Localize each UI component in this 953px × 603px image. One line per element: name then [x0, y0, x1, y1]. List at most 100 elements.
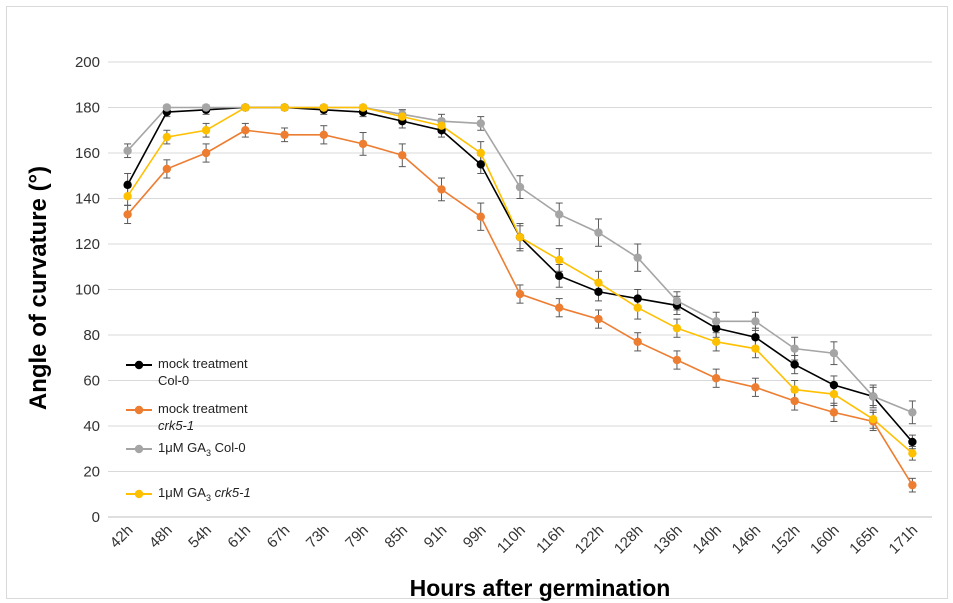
x-tick-label: 73h	[303, 522, 333, 552]
data-point	[162, 132, 172, 142]
legend-swatch-marker	[134, 489, 144, 499]
y-tick-label: 200	[75, 54, 100, 71]
data-point	[319, 130, 329, 139]
data-point	[751, 333, 760, 342]
x-tick-label: 165h	[846, 522, 882, 558]
legend-label: 1μM GA3 crk5-1	[158, 485, 251, 503]
y-tick-label: 140	[75, 191, 100, 208]
data-point	[515, 232, 525, 242]
y-tick-label: 20	[83, 464, 100, 481]
data-points	[123, 103, 917, 490]
data-point	[594, 228, 603, 237]
data-point	[555, 210, 564, 219]
data-point	[476, 212, 485, 221]
y-axis-title: Angle of curvature (°)	[25, 166, 52, 410]
x-axis-tick-labels: 42h 48h 54h 61h 67h 73h 79h 85h 91h 99h 110h 116h 12…	[107, 522, 921, 558]
data-point	[280, 130, 289, 139]
data-point	[123, 192, 132, 201]
data-point	[829, 380, 839, 390]
y-tick-label: 60	[83, 373, 100, 390]
x-tick-label: 136h	[650, 522, 686, 558]
data-point	[162, 103, 172, 112]
data-point	[319, 103, 329, 112]
data-point	[594, 278, 603, 287]
legend-label-line1: mock treatment	[158, 401, 248, 416]
error-bars	[124, 104, 916, 493]
x-tick-label: 110h	[494, 522, 529, 557]
data-point	[476, 148, 485, 158]
data-point	[476, 160, 485, 169]
data-point	[751, 344, 760, 353]
data-point	[201, 103, 211, 112]
data-point	[241, 103, 250, 112]
x-tick-label: 152h	[768, 522, 804, 558]
x-tick-label: 85h	[381, 522, 411, 552]
legend-label-line1: mock treatment	[158, 356, 248, 371]
data-point	[711, 337, 721, 347]
data-point	[594, 314, 603, 324]
data-point	[868, 414, 878, 424]
data-point	[711, 317, 721, 326]
y-tick-label: 160	[75, 145, 100, 162]
legend-label-line2: crk5-1	[158, 418, 194, 433]
x-tick-label: 99h	[460, 522, 490, 552]
data-point	[633, 303, 642, 312]
legend: mock treatment Col-0 mock treatment crk5…	[126, 356, 251, 503]
x-tick-label: 67h	[264, 522, 294, 552]
data-point	[201, 148, 211, 158]
legend-item-mock-col0: mock treatment Col-0	[126, 356, 248, 388]
x-tick-label: 48h	[146, 522, 176, 552]
data-point	[280, 103, 289, 112]
data-point	[515, 289, 525, 299]
data-point	[790, 344, 799, 353]
data-point	[437, 185, 446, 194]
x-tick-label: 54h	[185, 522, 215, 552]
y-tick-label: 0	[92, 509, 100, 526]
data-point	[241, 126, 250, 135]
legend-swatch-marker	[134, 405, 144, 415]
data-point	[437, 121, 446, 130]
data-point	[751, 383, 760, 392]
legend-label: 1μM GA3 Col-0	[158, 440, 246, 458]
data-point	[829, 408, 839, 417]
y-tick-label: 100	[75, 282, 100, 299]
data-point	[790, 360, 799, 369]
data-point	[123, 146, 132, 155]
data-point	[398, 112, 407, 121]
data-point	[123, 210, 132, 219]
data-point	[398, 151, 407, 160]
data-point	[711, 323, 721, 333]
x-tick-label: 128h	[611, 522, 647, 558]
data-point	[908, 449, 917, 458]
data-point	[201, 126, 211, 135]
legend-item-ga3-col0: 1μM GA3 Col-0	[126, 440, 246, 458]
data-point	[123, 180, 132, 190]
data-point	[829, 349, 839, 358]
data-point	[633, 337, 642, 347]
data-point	[555, 303, 564, 312]
legend-item-mock-crk5: mock treatment crk5-1	[126, 401, 248, 433]
data-point	[790, 385, 799, 394]
x-tick-label: 61h	[224, 522, 254, 552]
data-point	[908, 408, 917, 417]
y-tick-label: 180	[75, 100, 100, 117]
chart-frame	[6, 6, 948, 599]
x-tick-label: 160h	[807, 522, 843, 558]
data-point	[162, 164, 172, 174]
x-tick-label: 171h	[886, 522, 922, 558]
data-point	[868, 392, 878, 401]
data-point	[555, 271, 564, 281]
x-tick-label: 91h	[421, 522, 451, 552]
y-tick-label: 40	[83, 418, 100, 435]
legend-item-ga3-crk5: 1μM GA3 crk5-1	[126, 485, 251, 503]
data-point	[633, 253, 642, 262]
data-point	[358, 103, 368, 112]
x-tick-label: 146h	[729, 522, 765, 558]
data-point	[594, 287, 603, 296]
data-point	[515, 182, 525, 192]
y-tick-label: 120	[75, 236, 100, 253]
data-point	[790, 396, 799, 406]
y-axis-tick-labels: 0 20 40 60 80 100 120 140 160 180 200	[75, 54, 100, 526]
data-point	[672, 355, 682, 365]
